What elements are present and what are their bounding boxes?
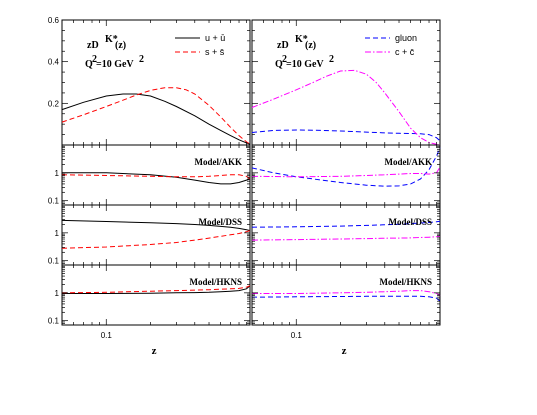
legend-label-0-1: s + s̄ [205,47,225,57]
x-axis-label: z [152,345,157,357]
q2-superscript: 2 [282,54,287,65]
panel-frame-1-2 [251,204,441,266]
series-line-ratio-right-1-1 [251,166,441,178]
series-line-ratio-right-2-0 [251,220,441,228]
y-tick-label: 0.1 [48,197,60,206]
y-tick-label: 0.6 [48,16,60,25]
series-line-ratio-right-2-1 [251,235,441,241]
title-argument: (z) [115,40,126,51]
series-line-top-right-0 [251,129,441,142]
series-line-top-left-1 [61,87,251,145]
labels: Model/AKK Model/AKK Model/DSS Model/DSS Mode… [48,16,432,357]
legend-label-1-0: gluon [395,33,417,43]
q2-unit-superscript: 2 [139,54,144,65]
series-line-ratio-left-2-1 [61,230,251,249]
title-argument: (z) [305,40,316,51]
y-tick-label: 0.1 [48,257,60,266]
ratio-label-ratio-left-2: Model/DSS [198,217,242,227]
q2-unit-superscript: 2 [329,54,334,65]
x-tick-label: 0.1 [101,331,113,340]
y-tick-label: 1 [55,289,60,298]
ratio-label-ratio-right-2: Model/DSS [388,217,432,227]
series-line-ratio-left-3-0 [62,285,251,294]
panel-frame-0-2 [61,204,251,266]
series-line-ratio-right-3-0 [251,295,441,302]
ratio-label-ratio-left-1: Model/AKK [195,157,243,167]
series-line-ratio-right-3-1 [252,290,441,296]
title-zD: zD [277,40,289,51]
ratio-label-ratio-right-3: Model/HKNS [379,277,432,287]
title-superscript: K* [295,34,308,45]
x-tick-label: 0.1 [291,331,303,340]
x-axis-label: z [342,345,347,357]
q2-label: Q [275,59,283,70]
title-zD: zD [87,40,99,51]
series-line-ratio-left-1-0 [62,172,251,185]
y-tick-label: 1 [55,229,60,238]
y-tick-label: 0.2 [48,99,60,108]
panel-frame-1-3 [251,264,441,326]
q2-value: =10 GeV [286,59,324,70]
legend-label-1-1: c + c̄ [395,47,415,57]
panel-frame-1-1 [251,144,441,206]
series-line-top-right-1 [251,69,441,146]
q2-superscript: 2 [92,54,97,65]
series-line-top-left-0 [61,93,251,145]
legend-label-0-0: u + ū [205,33,225,43]
series-line-ratio-left-1-1 [61,174,251,180]
y-tick-label: 1 [55,169,60,178]
title-superscript: K* [105,34,118,45]
ratio-label-ratio-left-3: Model/HKNS [189,277,242,287]
ratio-label-ratio-right-1: Model/AKK [385,157,433,167]
y-tick-label: 0.4 [48,58,60,67]
series-line-ratio-left-3-1 [61,285,251,294]
q2-value: =10 GeV [96,59,134,70]
y-tick-label: 0.1 [48,317,60,326]
series-line-ratio-left-2-0 [61,219,251,232]
ticks [61,20,440,325]
panel-frame-0-3 [61,264,251,326]
q2-label: Q [85,59,93,70]
curves [61,69,441,302]
